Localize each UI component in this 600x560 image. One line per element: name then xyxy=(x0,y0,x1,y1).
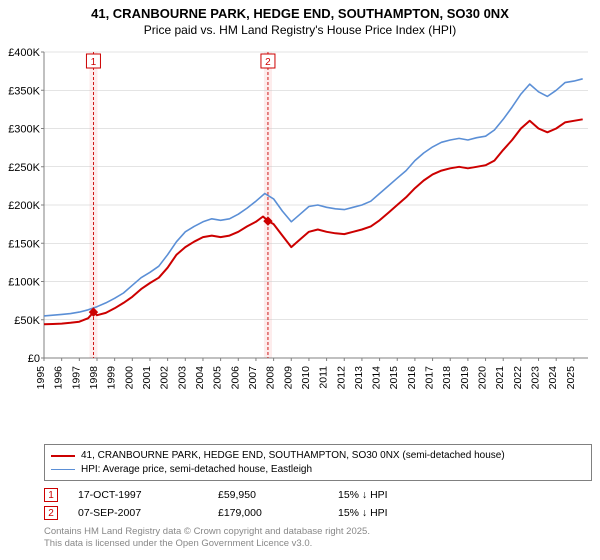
chart-title-line2: Price paid vs. HM Land Registry's House … xyxy=(0,23,600,41)
legend-label: 41, CRANBOURNE PARK, HEDGE END, SOUTHAMP… xyxy=(81,449,505,463)
svg-text:2021: 2021 xyxy=(494,366,506,390)
sales-table: 1 17-OCT-1997 £59,950 15% ↓ HPI 2 07-SEP-2007… xyxy=(44,486,388,522)
svg-text:2006: 2006 xyxy=(229,366,241,390)
svg-text:1995: 1995 xyxy=(35,366,47,390)
svg-text:2000: 2000 xyxy=(123,366,135,390)
svg-text:2016: 2016 xyxy=(406,366,418,390)
sales-row: 1 17-OCT-1997 £59,950 15% ↓ HPI xyxy=(44,486,388,504)
legend-swatch xyxy=(51,455,75,457)
legend-item: 41, CRANBOURNE PARK, HEDGE END, SOUTHAMP… xyxy=(51,449,585,463)
svg-text:£100K: £100K xyxy=(8,277,40,289)
legend-swatch xyxy=(51,469,75,470)
svg-text:2025: 2025 xyxy=(565,366,577,390)
legend-label: HPI: Average price, semi-detached house,… xyxy=(81,463,312,477)
svg-text:£0: £0 xyxy=(28,353,40,365)
chart-plot: £0£50K£100K£150K£200K£250K£300K£350K£400… xyxy=(44,48,592,388)
svg-text:2020: 2020 xyxy=(477,366,489,390)
legend-item: HPI: Average price, semi-detached house,… xyxy=(51,463,585,477)
svg-text:2013: 2013 xyxy=(353,366,365,390)
svg-text:2012: 2012 xyxy=(335,366,347,390)
svg-text:2: 2 xyxy=(265,57,271,68)
svg-text:£250K: £250K xyxy=(8,162,40,174)
svg-text:2018: 2018 xyxy=(441,366,453,390)
sale-marker-number: 2 xyxy=(44,506,58,520)
svg-text:2007: 2007 xyxy=(247,366,259,390)
sale-date: 07-SEP-2007 xyxy=(78,507,198,519)
svg-text:2024: 2024 xyxy=(547,366,559,390)
attribution: Contains HM Land Registry data © Crown c… xyxy=(44,526,370,550)
svg-text:£400K: £400K xyxy=(8,47,40,59)
svg-text:2015: 2015 xyxy=(388,366,400,390)
svg-text:2002: 2002 xyxy=(159,366,171,390)
svg-text:1997: 1997 xyxy=(70,366,82,390)
sales-row: 2 07-SEP-2007 £179,000 15% ↓ HPI xyxy=(44,504,388,522)
svg-text:2023: 2023 xyxy=(530,366,542,390)
svg-text:2014: 2014 xyxy=(371,366,383,390)
svg-text:£350K: £350K xyxy=(8,85,40,97)
attribution-line1: Contains HM Land Registry data © Crown c… xyxy=(44,526,370,538)
svg-text:2009: 2009 xyxy=(282,366,294,390)
svg-text:1: 1 xyxy=(91,57,97,68)
svg-text:1996: 1996 xyxy=(53,366,65,390)
svg-text:2019: 2019 xyxy=(459,366,471,390)
svg-text:2022: 2022 xyxy=(512,366,524,390)
sale-date: 17-OCT-1997 xyxy=(78,489,198,501)
svg-text:2010: 2010 xyxy=(300,366,312,390)
attribution-line2: This data is licensed under the Open Gov… xyxy=(44,538,370,550)
svg-text:2003: 2003 xyxy=(176,366,188,390)
svg-text:1998: 1998 xyxy=(88,366,100,390)
svg-text:2005: 2005 xyxy=(212,366,224,390)
svg-text:£50K: £50K xyxy=(14,315,40,327)
sale-marker-number: 1 xyxy=(44,488,58,502)
svg-text:1999: 1999 xyxy=(106,366,118,390)
svg-text:2001: 2001 xyxy=(141,366,153,390)
chart-title-line1: 41, CRANBOURNE PARK, HEDGE END, SOUTHAMP… xyxy=(0,0,600,23)
sale-delta: 15% ↓ HPI xyxy=(338,507,388,519)
sale-price: £59,950 xyxy=(218,489,318,501)
legend: 41, CRANBOURNE PARK, HEDGE END, SOUTHAMP… xyxy=(44,444,592,481)
svg-text:2017: 2017 xyxy=(424,366,436,390)
svg-text:£300K: £300K xyxy=(8,124,40,136)
svg-text:£200K: £200K xyxy=(8,200,40,212)
sale-price: £179,000 xyxy=(218,507,318,519)
svg-text:2008: 2008 xyxy=(265,366,277,390)
svg-text:£150K: £150K xyxy=(8,238,40,250)
svg-text:2004: 2004 xyxy=(194,366,206,390)
sale-delta: 15% ↓ HPI xyxy=(338,489,388,501)
svg-text:2011: 2011 xyxy=(318,366,330,389)
